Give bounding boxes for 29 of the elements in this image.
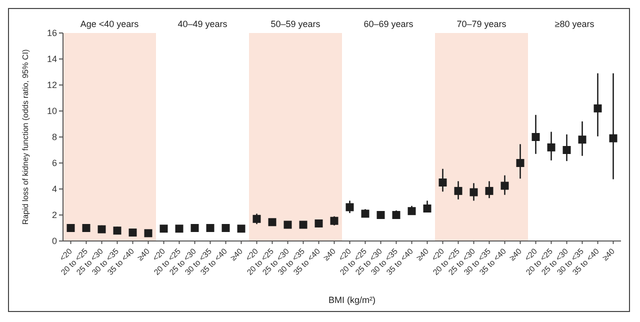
x-tick-label: ≥40 xyxy=(600,246,617,263)
chart-title: ≥80 years xyxy=(554,19,596,29)
y-tick-label: 8 xyxy=(52,132,57,142)
y-tick-label: 4 xyxy=(52,184,57,194)
x-tick-label: ≥40 xyxy=(136,246,152,263)
y-tick-label: 12 xyxy=(46,80,57,90)
chart-title: 50–59 years xyxy=(270,19,322,29)
x-axis-title: BMI (kg/m²) xyxy=(328,295,376,305)
x-tick-label: ≥40 xyxy=(322,246,338,263)
y-axis-title: Rapid loss of kidney function (odds ratio, 95% CI) xyxy=(20,49,30,225)
x-tick-label: ≥40 xyxy=(414,246,431,263)
x-tick-label: ≥40 xyxy=(508,246,524,263)
chart-title: Age <40 years xyxy=(79,19,140,29)
y-tick-label: 2 xyxy=(52,210,57,220)
x-tick-label: <20 xyxy=(244,246,260,263)
x-tick-label: <20 xyxy=(522,246,540,263)
chart-title: 40–49 years xyxy=(176,19,228,29)
chart-title: 60–69 years xyxy=(362,19,414,29)
y-tick-label: 16 xyxy=(46,28,57,38)
x-tick-label: ≥40 xyxy=(228,246,245,263)
chart-title: 70–79 years xyxy=(456,19,508,29)
x-tick-label: <20 xyxy=(336,246,354,263)
x-tick-label: <20 xyxy=(150,246,168,263)
x-tick-label: <20 xyxy=(430,246,446,263)
y-tick-label: 10 xyxy=(46,106,57,116)
y-tick-label: 14 xyxy=(46,54,57,64)
y-tick-label: 0 xyxy=(52,236,57,246)
y-tick-label: 6 xyxy=(52,158,57,168)
x-tick-label: <20 xyxy=(58,246,74,263)
